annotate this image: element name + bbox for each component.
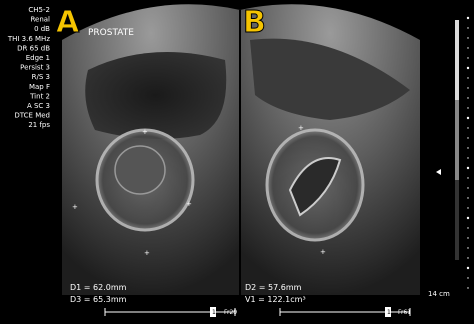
scale-dot xyxy=(467,197,469,199)
scale-dot xyxy=(467,37,469,39)
setting: 0 dB xyxy=(34,25,50,33)
scale-dot xyxy=(466,166,470,170)
setting: DR 65 dB xyxy=(17,44,50,52)
measurement: D1 = 62.0mm xyxy=(70,283,127,292)
scale-dot xyxy=(467,287,469,289)
panel-b-image: ++ xyxy=(240,4,420,296)
scale-dot xyxy=(466,266,470,270)
scale-dot xyxy=(467,277,469,279)
scale-dot xyxy=(466,16,470,20)
scale-dot xyxy=(467,57,469,59)
svg-text:+: + xyxy=(144,249,150,257)
scale-dot xyxy=(466,116,470,120)
scale-dot xyxy=(467,77,469,79)
organ-label: PROSTATE xyxy=(88,28,134,38)
scale-dot xyxy=(467,127,469,129)
svg-text:+: + xyxy=(298,124,304,132)
setting: Persist 3 xyxy=(20,64,50,72)
frame-number: Fr61 xyxy=(398,309,411,316)
scale-dot xyxy=(467,147,469,149)
scale-dot xyxy=(467,207,469,209)
frame-number: Fr29 xyxy=(224,309,237,316)
setting: Renal xyxy=(30,16,50,24)
scale-dot xyxy=(467,27,469,29)
scale-dot xyxy=(467,187,469,189)
setting: A SC 3 xyxy=(27,102,50,110)
scale-dot xyxy=(467,107,469,109)
depth-label: 14 cm xyxy=(428,290,450,298)
setting: CH5-2 xyxy=(28,6,50,14)
cine-bar xyxy=(104,307,411,317)
scale-dot xyxy=(467,237,469,239)
scale-dot xyxy=(467,137,469,139)
scale-dot xyxy=(466,66,470,70)
setting: THI 3.6 MHz xyxy=(7,35,50,43)
measurement: V1 = 122.1cm³ xyxy=(245,295,306,304)
setting: Map F xyxy=(29,83,50,91)
measurement: D2 = 57.6mm xyxy=(245,283,302,292)
panel-letter: A xyxy=(56,5,80,40)
cine-page: 1 xyxy=(387,309,391,316)
measurement: D3 = 65.3mm xyxy=(70,295,127,304)
scale-dot xyxy=(467,257,469,259)
scale-dot xyxy=(467,47,469,49)
scale-dot xyxy=(467,177,469,179)
svg-text:+: + xyxy=(320,248,326,256)
setting: R/S 3 xyxy=(32,73,50,81)
svg-text:+: + xyxy=(186,200,192,208)
scale-dot xyxy=(467,87,469,89)
svg-text:+: + xyxy=(72,203,78,211)
setting: Edge 1 xyxy=(26,54,50,62)
setting: Tint 2 xyxy=(29,92,50,100)
panel-letter: B xyxy=(243,5,266,40)
scale-dot xyxy=(466,216,470,220)
panel-a-image: + + + + xyxy=(62,4,240,296)
scale-dot xyxy=(467,247,469,249)
scale-dot xyxy=(467,97,469,99)
scale-dot xyxy=(467,227,469,229)
scale-dot xyxy=(467,157,469,159)
cine-page: 1 xyxy=(212,309,216,316)
setting: 21 fps xyxy=(28,121,50,129)
svg-text:+: + xyxy=(142,128,148,136)
depth-scale xyxy=(436,16,470,289)
setting: DTCE Med xyxy=(14,112,50,120)
